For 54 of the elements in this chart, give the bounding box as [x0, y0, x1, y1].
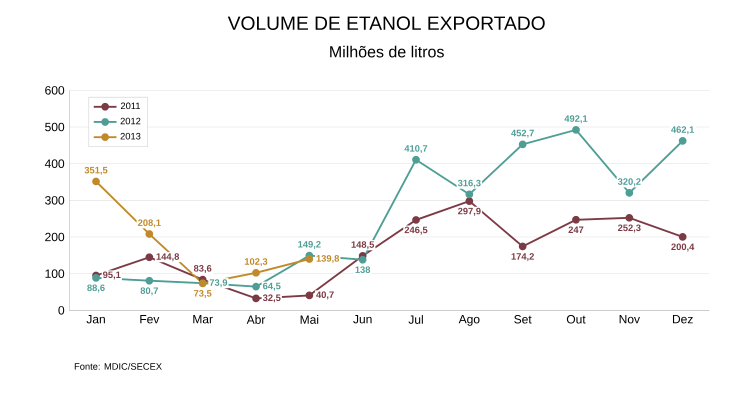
- data-label: 73,9: [210, 279, 228, 288]
- data-label: 351,5: [84, 166, 108, 175]
- data-label: 95,1: [102, 271, 121, 280]
- data-label: 148,5: [352, 241, 374, 250]
- data-label: 73,5: [194, 290, 212, 298]
- y-tick-label: 0: [58, 306, 64, 315]
- data-label: 200,4: [671, 244, 694, 252]
- x-tick-label: Nov: [620, 315, 640, 324]
- data-label: 452,7: [511, 130, 534, 138]
- y-tick-label: 600: [45, 86, 64, 95]
- data-label: 174,2: [512, 253, 534, 262]
- legend-label: 2013: [120, 132, 140, 140]
- data-label: 252,3: [618, 224, 641, 232]
- data-label: 410,7: [404, 145, 428, 154]
- x-tick-label: Ago: [458, 315, 480, 326]
- data-label: 80,7: [140, 287, 158, 296]
- data-label: 138: [355, 266, 370, 274]
- y-tick-label: 100: [46, 269, 64, 278]
- x-tick-label: Jun: [353, 315, 372, 324]
- y-tick-label: 200: [45, 232, 64, 242]
- x-tick-label: Set: [514, 315, 532, 324]
- x-tick-label: Dez: [672, 315, 693, 324]
- x-tick-label: Jan: [86, 315, 105, 324]
- data-label: 149,2: [298, 241, 321, 249]
- x-tick-label: Abr: [246, 315, 266, 324]
- data-label: 40,7: [316, 291, 334, 300]
- y-tick-label: 500: [45, 122, 64, 132]
- y-tick-label: 400: [44, 159, 64, 168]
- data-label: 88,6: [87, 284, 105, 292]
- chart-subtitle: Milhões de litros: [330, 46, 444, 58]
- data-label: 32,5: [262, 294, 281, 302]
- data-label: 492,1: [564, 115, 588, 124]
- data-label: 102,3: [244, 258, 268, 266]
- data-label: 297,9: [458, 208, 481, 216]
- legend-label: 2012: [120, 118, 140, 124]
- x-tick-label: Jul: [408, 315, 423, 324]
- data-label: 316,3: [458, 180, 481, 188]
- legend-label: 2011: [120, 102, 140, 110]
- y-tick-label: 300: [45, 196, 64, 205]
- x-tick-label: Mai: [300, 315, 318, 324]
- data-label: 83,6: [194, 265, 212, 273]
- x-tick-label: Out: [566, 315, 586, 324]
- data-label: 208,1: [138, 219, 161, 228]
- data-label: 320,2: [618, 178, 641, 186]
- source-note: Fonte: MDIC/SECEX: [74, 362, 162, 370]
- data-label: 462,1: [671, 126, 694, 134]
- x-tick-label: Mar: [193, 315, 213, 324]
- data-label: 246,5: [404, 226, 428, 235]
- chart-title: VOLUME DE ETANOL EXPORTADO: [228, 16, 545, 30]
- data-label: 64,5: [263, 282, 281, 291]
- data-label: 144,8: [156, 253, 180, 262]
- data-label: 247: [568, 226, 584, 233]
- x-tick-label: Fev: [140, 315, 160, 324]
- data-label: 139,8: [316, 255, 340, 264]
